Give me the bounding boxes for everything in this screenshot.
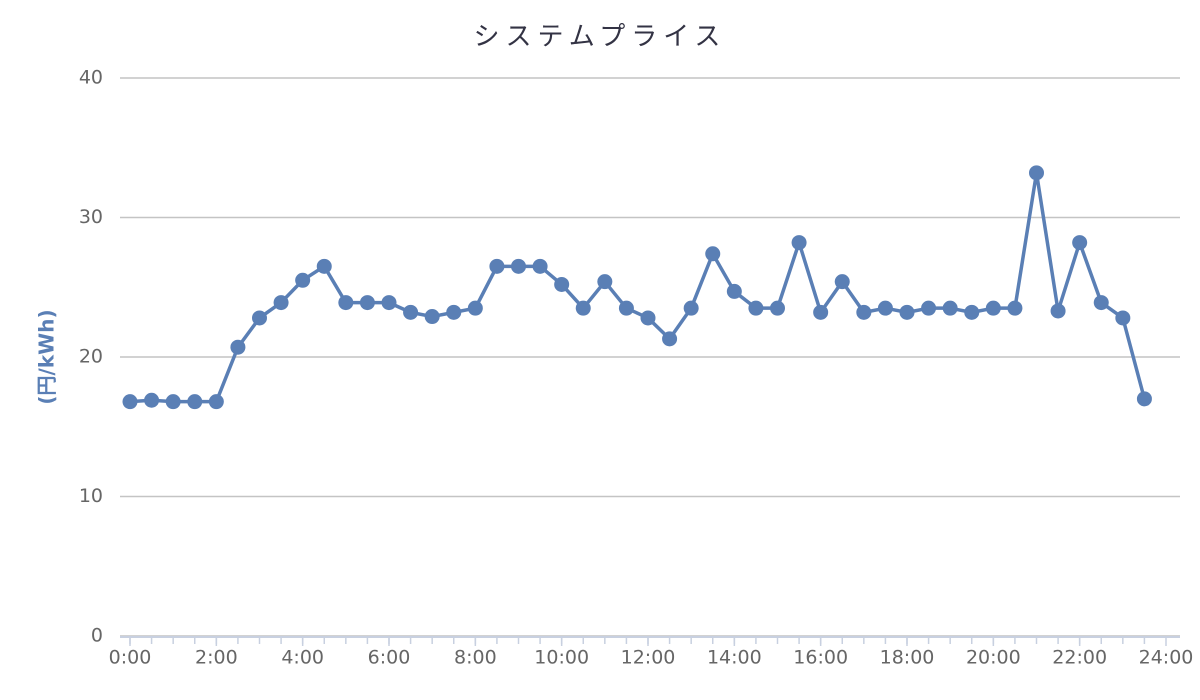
x-tick-label: 16:00 <box>793 647 848 669</box>
y-tick-label: 20 <box>79 346 103 368</box>
point <box>554 276 570 292</box>
chart-title: システムプライス <box>474 22 727 52</box>
x-tick-label: 10:00 <box>534 647 589 669</box>
point <box>403 304 419 320</box>
point <box>1115 310 1131 326</box>
point <box>813 304 829 320</box>
x-tick-label: 18:00 <box>880 647 935 669</box>
y-tick-label: 0 <box>91 625 103 647</box>
point <box>273 295 289 311</box>
point <box>640 310 656 326</box>
point <box>489 258 505 274</box>
point <box>770 300 785 316</box>
point <box>187 394 203 410</box>
point <box>575 300 591 316</box>
point <box>1029 165 1044 181</box>
point <box>165 394 181 410</box>
x-tick-label: 2:00 <box>195 647 238 669</box>
x-tick-label: 8:00 <box>454 647 497 669</box>
x-tick-label: 6:00 <box>368 647 411 669</box>
x-tick-label: 20:00 <box>966 647 1021 669</box>
point <box>942 300 958 316</box>
x-tick-label: 14:00 <box>707 647 762 669</box>
x-tick-label: 12:00 <box>621 647 676 669</box>
y-tick-label: 10 <box>79 485 103 507</box>
point <box>1093 295 1109 311</box>
point <box>726 283 742 299</box>
point <box>1050 303 1066 319</box>
y-tick-label: 40 <box>79 67 103 89</box>
point <box>316 258 332 274</box>
point <box>381 295 397 311</box>
point <box>230 339 246 355</box>
point <box>144 392 160 408</box>
point <box>1072 235 1088 251</box>
point <box>662 331 678 347</box>
point <box>964 304 980 320</box>
point <box>985 300 1001 316</box>
point <box>252 310 267 326</box>
y-axis-label: (円/kWh) <box>35 309 59 404</box>
x-tick-label: 0:00 <box>109 647 152 669</box>
point <box>295 272 311 288</box>
point <box>899 304 915 320</box>
point <box>446 304 462 320</box>
point <box>705 246 721 262</box>
point <box>618 300 634 316</box>
point <box>683 300 699 316</box>
point <box>748 300 764 316</box>
point <box>511 258 526 274</box>
point <box>834 274 850 290</box>
point <box>532 258 548 274</box>
x-tick-label: 24:00 <box>1139 647 1194 669</box>
point <box>424 309 440 325</box>
point <box>1136 391 1152 407</box>
point <box>122 394 138 410</box>
point <box>359 295 375 311</box>
x-tick-label: 22:00 <box>1052 647 1107 669</box>
point <box>208 394 224 410</box>
point <box>877 300 893 316</box>
point <box>1007 300 1023 316</box>
x-tick-label: 4:00 <box>281 647 324 669</box>
point <box>856 304 872 320</box>
point <box>597 274 613 290</box>
point <box>921 300 937 316</box>
point <box>467 300 483 316</box>
point <box>791 235 807 251</box>
point <box>338 295 354 311</box>
y-tick-label: 30 <box>79 206 103 228</box>
line <box>129 171 1147 404</box>
